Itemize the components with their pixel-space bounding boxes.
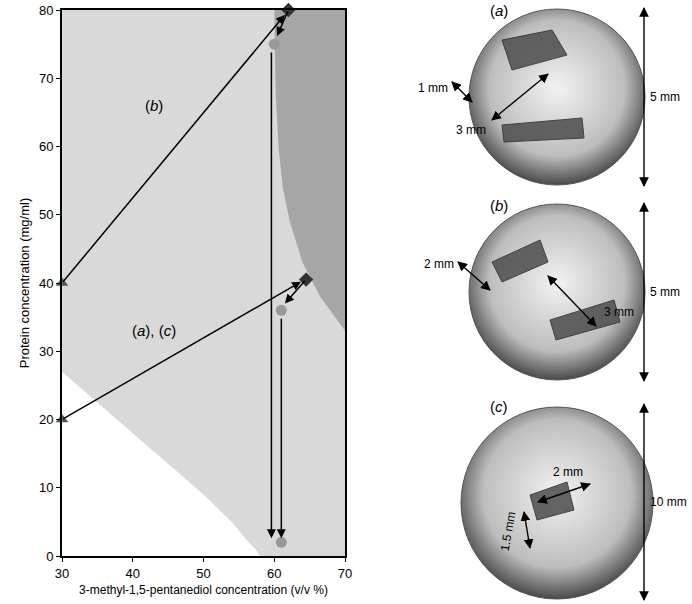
svg-text:(b): (b) [490, 197, 508, 214]
svg-text:(c): (c) [490, 398, 508, 415]
svg-text:2 mm: 2 mm [424, 257, 454, 271]
svg-text:10 mm: 10 mm [650, 495, 687, 509]
svg-text:50: 50 [196, 566, 210, 581]
svg-text:40: 40 [39, 276, 53, 291]
svg-text:40: 40 [126, 566, 140, 581]
svg-text:20: 20 [39, 412, 53, 427]
svg-text:0: 0 [46, 549, 53, 564]
svg-text:5 mm: 5 mm [650, 285, 680, 299]
svg-text:5 mm: 5 mm [650, 90, 680, 104]
svg-text:60: 60 [39, 139, 53, 154]
svg-text:Protein concentration (mg/ml): Protein concentration (mg/ml) [17, 198, 32, 369]
svg-text:3-methyl-1,5-pentanediol conce: 3-methyl-1,5-pentanediol concentration (… [79, 583, 328, 597]
svg-text:(a): (a) [490, 2, 508, 19]
svg-text:50: 50 [39, 207, 53, 222]
svg-text:2 mm: 2 mm [553, 465, 583, 479]
svg-text:10: 10 [39, 480, 53, 495]
svg-text:(b): (b) [145, 97, 163, 114]
svg-text:70: 70 [39, 71, 53, 86]
svg-text:30: 30 [55, 566, 69, 581]
svg-text:30: 30 [39, 344, 53, 359]
svg-text:60: 60 [267, 566, 281, 581]
svg-text:1 mm: 1 mm [418, 81, 448, 95]
svg-text:(a), (c): (a), (c) [132, 322, 176, 339]
svg-text:3 mm: 3 mm [456, 123, 486, 137]
svg-text:1.5 mm: 1.5 mm [498, 510, 519, 552]
svg-text:3 mm: 3 mm [604, 305, 634, 319]
svg-text:70: 70 [338, 566, 352, 581]
svg-text:80: 80 [39, 3, 53, 18]
